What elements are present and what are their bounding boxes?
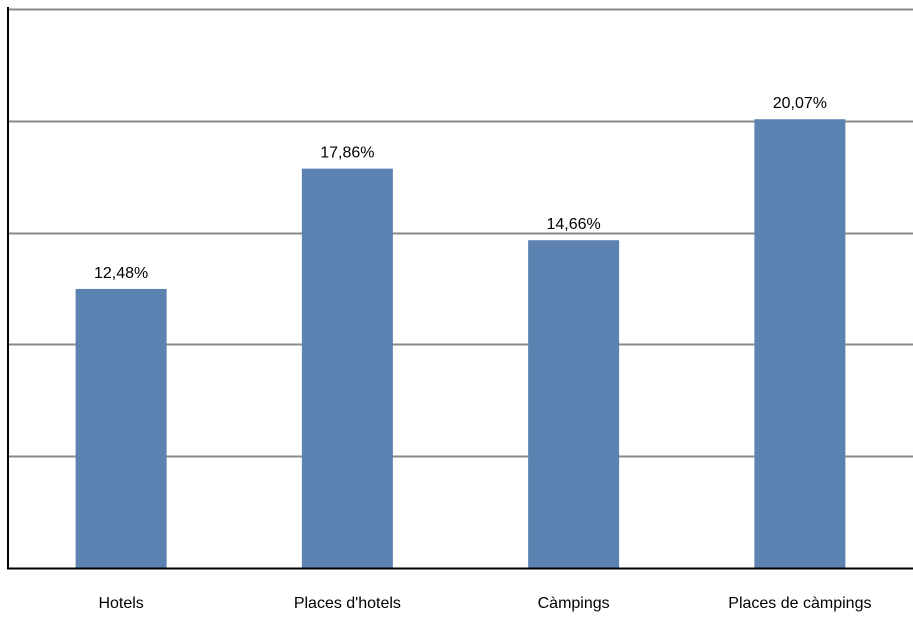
- data-label-3: 14,66%: [546, 216, 600, 233]
- bar-2: [301, 168, 393, 569]
- x-tick-label-2: Places d'hotels: [294, 595, 401, 612]
- data-label-1: 12,48%: [94, 265, 148, 282]
- x-tick-label-4: Places de càmpings: [728, 595, 871, 612]
- axes: [7, 7, 913, 570]
- bar-4: [754, 119, 846, 568]
- bar-1: [75, 288, 167, 568]
- category-tick-labels: Hotels Places d'hotels Càmpings Places de c…: [98, 595, 871, 612]
- data-labels: 12,48% 17,86% 14,66% 20,07%: [94, 95, 827, 282]
- bar-3: [528, 240, 620, 568]
- x-tick-label-3: Càmpings: [538, 595, 610, 612]
- bars: [75, 119, 846, 569]
- data-label-4: 20,07%: [773, 95, 827, 112]
- x-tick-label-1: Hotels: [98, 595, 143, 612]
- data-label-2: 17,86%: [320, 145, 374, 162]
